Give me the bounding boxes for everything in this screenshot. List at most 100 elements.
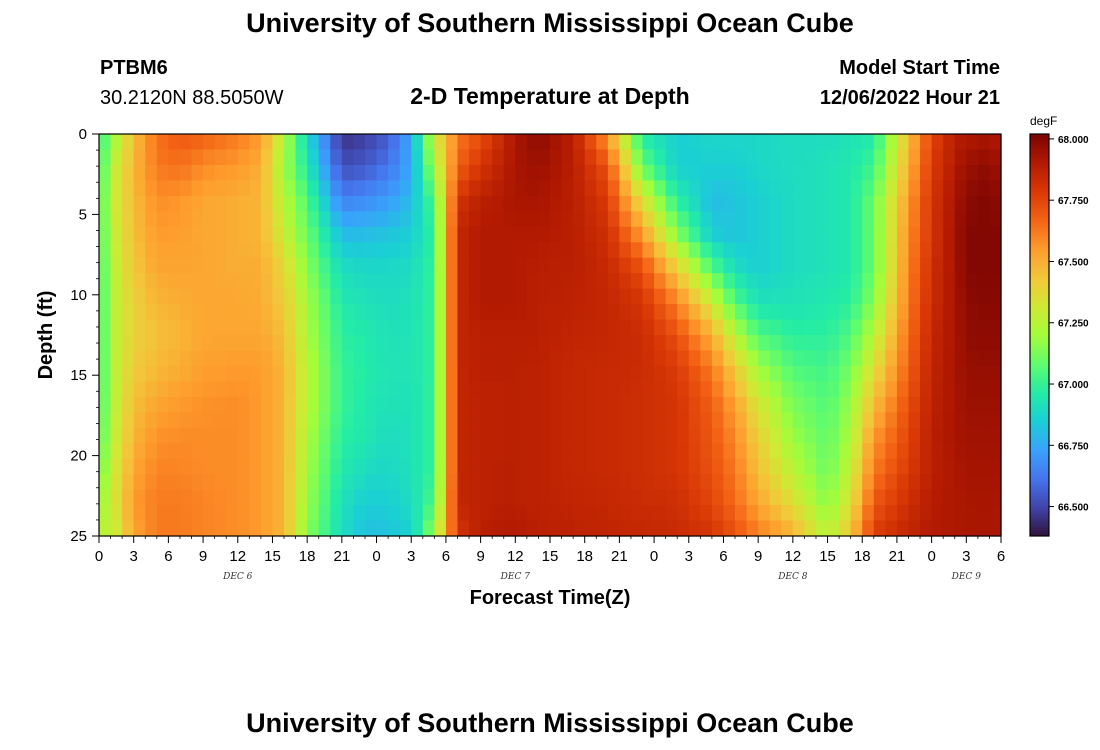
heatmap-cell [943,134,956,151]
heatmap-cell [457,180,470,197]
heatmap-cell [353,242,366,259]
heatmap-cell [422,520,435,537]
x-tick-label: 3 [130,548,138,565]
heatmap-cell [596,427,609,444]
heatmap-cell [249,164,262,181]
heatmap-cell [769,134,782,151]
heatmap-cell [792,443,806,460]
heatmap-cell [214,520,227,537]
heatmap-cell [110,319,123,336]
heatmap-cell [561,319,574,336]
heatmap-cell [654,273,667,290]
heatmap-cell [515,242,528,259]
heatmap-cell [862,257,875,274]
heatmap-cell [538,412,551,429]
heatmap-cell [110,381,123,398]
heatmap-cell [122,149,135,166]
heatmap-cell [792,211,806,228]
heatmap-cell [989,242,1002,259]
heatmap-cell [885,319,898,336]
heatmap-cell [561,365,574,382]
heatmap-cell [341,396,355,413]
heatmap-cell [145,489,158,506]
heatmap-cell [399,211,412,228]
heatmap-cell [422,443,435,460]
heatmap-cell [573,396,586,413]
heatmap-cell [538,242,551,259]
heatmap-cell [469,134,482,151]
heatmap-cell [110,458,123,475]
heatmap-cell [758,304,771,321]
heatmap-cell [307,226,320,243]
heatmap-cell [804,365,817,382]
heatmap-cell [422,288,435,305]
heatmap-cell [122,443,135,460]
heatmap-cell [515,365,528,382]
heatmap-cell [781,195,794,212]
heatmap-cell [376,164,389,181]
heatmap-cell [434,226,447,243]
heatmap-cell [977,427,991,444]
heatmap-cell [503,335,516,352]
heatmap-cell [330,211,343,228]
heatmap-cell [457,365,470,382]
heatmap-cell [954,412,967,429]
heatmap-cell [723,164,736,181]
heatmap-cell [943,412,956,429]
heatmap-cell [330,458,343,475]
heatmap-cell [561,134,574,151]
heatmap-cell [850,257,863,274]
heatmap-cell [422,489,435,506]
heatmap-cell [272,164,285,181]
station-location: 30.2120N 88.5050W [100,87,284,109]
heatmap-cell [839,427,852,444]
heatmap-cell [353,381,366,398]
heatmap-cell [260,226,274,243]
heatmap-cell [920,273,933,290]
heatmap-cell [145,335,158,352]
heatmap-cell [804,180,817,197]
heatmap-cell [596,520,609,537]
heatmap-cell [862,365,875,382]
heatmap-cell [353,273,366,290]
heatmap-cell [341,211,355,228]
heatmap-cell [677,242,690,259]
heatmap-cell [99,134,112,151]
heatmap-cell [538,474,551,491]
heatmap-cell [411,396,424,413]
heatmap-cell [179,427,193,444]
heatmap-cell [341,304,355,321]
heatmap-cell [873,412,886,429]
heatmap-cell [538,164,551,181]
heatmap-cell [307,520,320,537]
heatmap-cell [688,211,701,228]
heatmap-cell [573,520,586,537]
heatmap-cell [99,335,112,352]
heatmap-cell [977,134,991,151]
heatmap-cell [862,443,875,460]
heatmap-cell [99,273,112,290]
heatmap-cell [307,134,320,151]
x-tick-label: 15 [819,548,836,565]
heatmap-cell [977,412,991,429]
heatmap-cell [920,226,933,243]
heatmap-cell [885,335,898,352]
heatmap-cell [758,226,771,243]
heatmap-cell [295,458,308,475]
heatmap-cell [318,211,331,228]
heatmap-cell [596,396,609,413]
heatmap-cell [677,443,690,460]
heatmap-cell [769,520,782,537]
heatmap-cell [99,427,112,444]
heatmap-cell [492,226,505,243]
heatmap-cell [457,226,470,243]
heatmap-cell [492,149,505,166]
heatmap-cell [700,164,713,181]
heatmap-cell [943,319,956,336]
heatmap-cell [711,335,725,352]
heatmap-cell [619,288,632,305]
heatmap-cell [596,164,609,181]
heatmap-cell [862,458,875,475]
heatmap-cell [284,350,297,367]
heatmap-cell [758,134,771,151]
